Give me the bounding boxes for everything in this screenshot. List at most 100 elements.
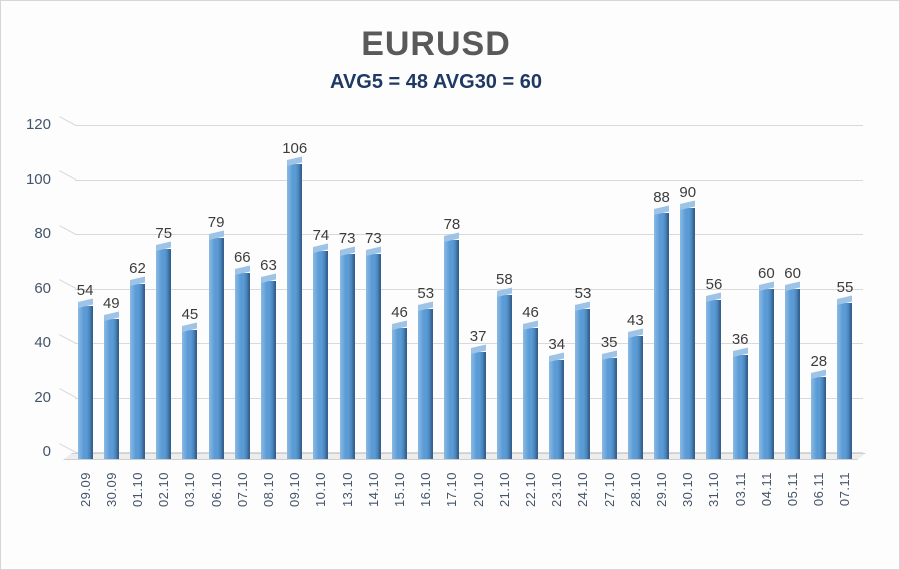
x-axis-tick-label: 22.10 — [523, 472, 539, 508]
gridline — [58, 333, 863, 344]
x-axis-tick-label: 24.10 — [575, 472, 591, 508]
x-axis-tick-label: 30.10 — [680, 472, 696, 508]
x-axis-slot: 02.10 — [151, 472, 177, 556]
x-axis-slot: 05.11 — [779, 472, 805, 556]
x-axis-tick-label: 20.10 — [470, 472, 486, 508]
gridline — [58, 170, 863, 181]
x-axis-slot: 06.11 — [806, 472, 832, 556]
bar-slot: 60 — [779, 126, 805, 459]
gridline — [58, 442, 863, 453]
x-axis-slot: 14.10 — [360, 472, 386, 556]
x-axis-tick-label: 17.10 — [444, 472, 460, 508]
bar-slot: 79 — [203, 126, 229, 459]
x-axis-slot: 20.10 — [465, 472, 491, 556]
y-axis-tick-label: 60 — [34, 279, 51, 297]
x-axis-tick-label: 05.11 — [785, 472, 801, 507]
x-axis-tick-label: 13.10 — [339, 472, 355, 508]
bar-value-label: 55 — [836, 279, 854, 296]
bar — [392, 328, 408, 459]
bar — [365, 254, 381, 459]
x-axis-slot: 09.10 — [282, 472, 308, 556]
bar-slot: 43 — [622, 126, 648, 459]
x-axis-slot: 10.10 — [308, 472, 334, 556]
x-axis: 29.09 30.09 01.10 02.10 03.10 06.10 07.10 08.10… — [72, 472, 858, 556]
bar-slot: 36 — [727, 126, 753, 459]
bar-slot: 75 — [151, 126, 177, 459]
y-axis-tick-label: 0 — [42, 443, 51, 460]
x-axis-tick-label: 10.10 — [313, 472, 329, 508]
bar-slot: 46 — [386, 126, 412, 459]
y-axis-tick-label: 120 — [25, 116, 51, 133]
bar-slot: 55 — [832, 126, 858, 459]
x-axis-slot: 17.10 — [439, 472, 465, 556]
y-axis-tick-label: 20 — [34, 388, 51, 406]
bar-value-label: 62 — [129, 260, 146, 277]
bar-value-label: 58 — [496, 271, 513, 288]
bar-value-label: 73 — [338, 230, 356, 247]
bar-value-label: 106 — [282, 140, 308, 157]
x-axis-slot: 23.10 — [544, 472, 570, 556]
bar-slot: 53 — [413, 126, 439, 459]
x-axis-tick-label: 08.10 — [261, 472, 277, 508]
bar — [208, 238, 224, 459]
x-axis-tick-label: 28.10 — [627, 472, 643, 508]
x-axis-tick-label: 07.11 — [837, 472, 853, 507]
x-axis-tick-label: 09.10 — [287, 472, 303, 508]
bar-value-label: 88 — [653, 189, 670, 206]
bar-value-label: 63 — [260, 257, 277, 274]
bar-value-label: 34 — [548, 336, 566, 353]
bar-slot: 66 — [229, 126, 255, 459]
bar-slot: 28 — [806, 126, 832, 459]
bar — [654, 213, 670, 459]
bar-slot: 78 — [439, 126, 465, 459]
bar-value-label: 54 — [76, 282, 94, 299]
bar — [261, 281, 277, 459]
bar-value-label: 56 — [705, 276, 723, 293]
bar-value-label: 28 — [810, 353, 828, 370]
x-axis-tick-label: 06.10 — [208, 472, 224, 508]
bar-value-label: 49 — [102, 295, 120, 312]
bar-slot: 73 — [360, 126, 386, 459]
bar-value-label: 37 — [469, 328, 487, 345]
x-axis-tick-label: 06.11 — [811, 472, 827, 507]
x-axis-slot: 03.10 — [177, 472, 203, 556]
bar-value-label: 60 — [784, 265, 801, 282]
x-axis-tick-label: 30.09 — [103, 472, 119, 508]
bar — [470, 352, 486, 459]
bar — [339, 254, 355, 459]
x-axis-tick-label: 03.11 — [732, 472, 748, 507]
x-axis-slot: 30.09 — [98, 472, 124, 556]
bar-slot: 63 — [255, 126, 281, 459]
bar — [287, 164, 303, 459]
bar — [234, 273, 250, 459]
x-axis-slot: 24.10 — [570, 472, 596, 556]
bar-value-label: 78 — [443, 216, 461, 233]
bar — [523, 328, 539, 459]
x-axis-slot: 13.10 — [334, 472, 360, 556]
bar — [182, 330, 198, 459]
x-axis-slot: 30.10 — [675, 472, 701, 556]
gridline-3d-edge — [58, 115, 77, 126]
x-axis-tick-label: 01.10 — [130, 472, 145, 508]
y-axis-tick-label: 80 — [34, 225, 51, 242]
bar — [130, 284, 145, 459]
bar-value-label: 66 — [233, 249, 251, 266]
gridline — [58, 115, 863, 126]
x-axis-slot: 08.10 — [255, 472, 281, 556]
bar-slot: 90 — [675, 126, 701, 459]
x-axis-tick-label: 16.10 — [418, 472, 434, 508]
bar-slot: 54 — [72, 126, 98, 459]
x-axis-slot: 03.11 — [727, 472, 753, 556]
x-axis-slot: 29.09 — [72, 472, 98, 556]
x-axis-tick-label: 23.10 — [549, 472, 565, 508]
bar-value-label: 90 — [679, 184, 697, 201]
bar-slot: 56 — [701, 126, 727, 459]
bar — [601, 358, 617, 459]
x-axis-tick-label: 31.10 — [706, 472, 722, 508]
chart-subtitle: AVG5 = 48 AVG30 = 60 — [330, 71, 542, 93]
bar — [811, 377, 827, 459]
x-axis-slot: 29.10 — [648, 472, 674, 556]
bar — [680, 208, 696, 459]
bar-value-label: 46 — [522, 304, 539, 321]
bar-slot: 62 — [124, 126, 150, 459]
